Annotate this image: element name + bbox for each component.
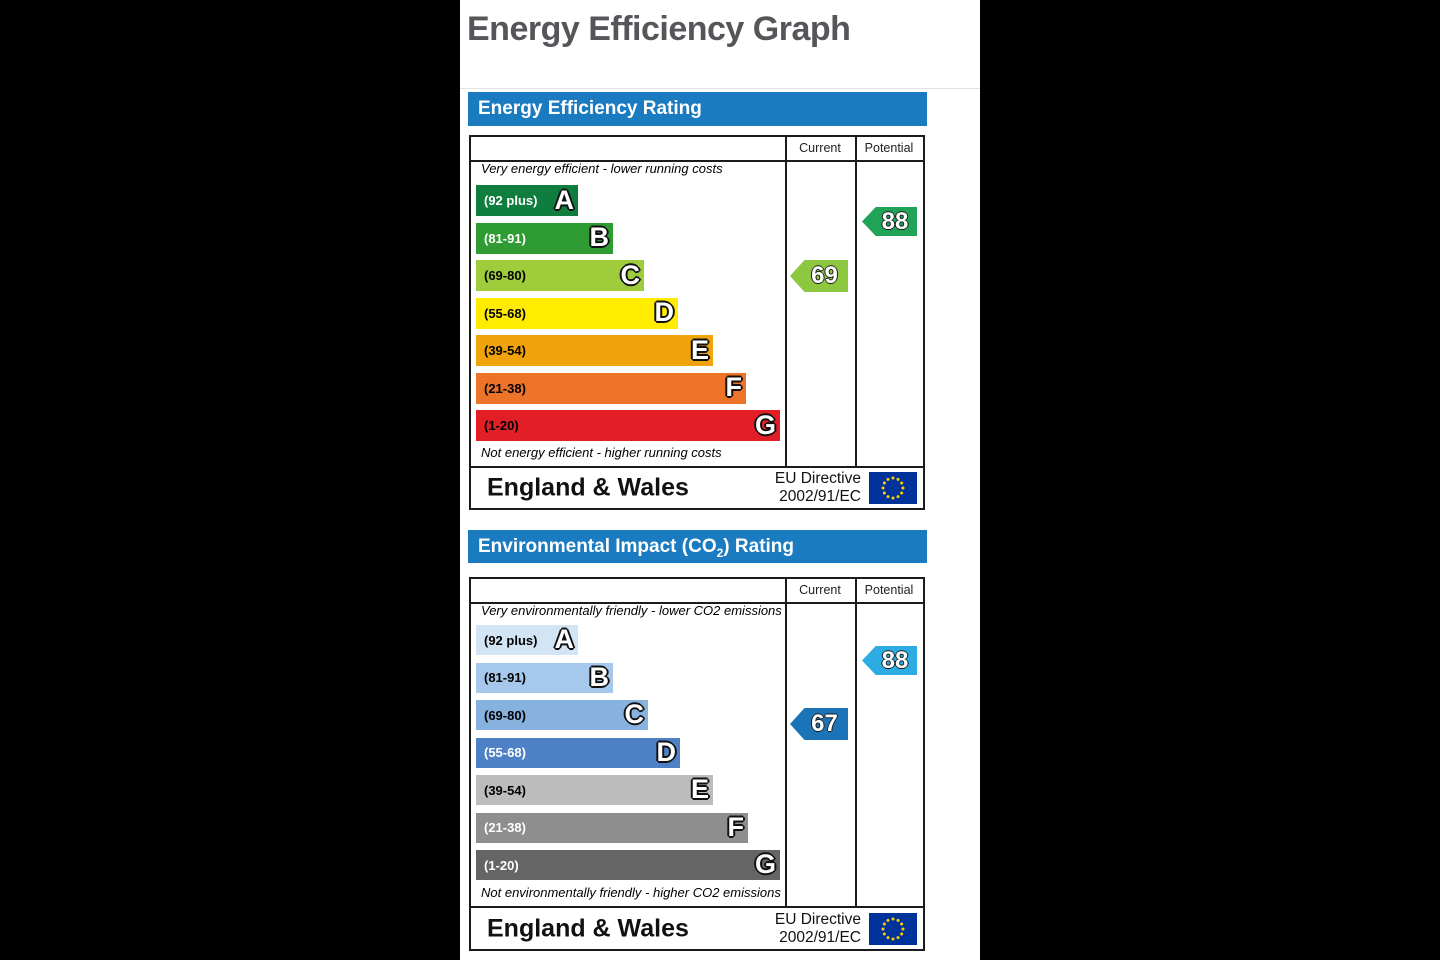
band-letter: E [690, 334, 709, 365]
eu-flag-icon [869, 912, 917, 945]
band-a: (92 plus) A [476, 625, 578, 655]
current-rating-arrow: 67 [790, 708, 848, 740]
region-label: England & Wales [487, 914, 689, 942]
band-c: (69-80) C [476, 260, 644, 291]
bottom-note: Not energy efficient - higher running co… [481, 445, 722, 460]
chart-header-text: Energy Efficiency Rating [478, 98, 702, 119]
eu-directive-line1: EU Directive [774, 910, 861, 928]
band-letter: B [589, 661, 610, 692]
band-d: (55-68) D [476, 736, 680, 768]
band-range-label: (39-54) [484, 343, 526, 358]
band-range-label: (55-68) [484, 745, 526, 760]
band-letter: G [754, 409, 776, 440]
band-letter: F [727, 811, 745, 842]
band-range-label: (81-91) [484, 230, 526, 246]
band-letter: A [554, 184, 575, 215]
bands-container: (92 plus) A (81-91) B (69-80) C (55-68) D (39-54… [471, 579, 923, 906]
table-header-row: Current Potential [471, 579, 923, 604]
band-range-label: (1-20) [484, 857, 519, 873]
eu-flag-icon [869, 472, 917, 504]
potential-rating-value: 88 [881, 207, 909, 235]
top-note: Very energy efficient - lower running co… [481, 161, 723, 176]
column-divider [855, 579, 857, 906]
column-divider [785, 579, 787, 906]
band-g: (1-20) G [476, 850, 780, 880]
current-column-header: Current [799, 141, 841, 155]
band-f: (21-38) F [476, 371, 746, 404]
content-panel: Energy Efficiency Graph Energy Efficienc… [460, 0, 980, 960]
band-a: (92 plus) A [476, 185, 578, 216]
band-range-label: (55-68) [484, 305, 526, 321]
bottom-note: Not environmentally friendly - higher CO… [481, 885, 781, 900]
current-rating-arrow: 69 [790, 260, 848, 292]
top-note: Very environmentally friendly - lower CO… [481, 603, 782, 618]
band-range-label: (21-38) [484, 380, 526, 396]
chart-header-co2: Environmental Impact (CO2) Rating [468, 530, 927, 563]
band-b: (81-91) B [476, 661, 613, 693]
band-letter: A [554, 623, 575, 654]
band-g: (1-20) G [476, 410, 780, 441]
band-e: (39-54) E [476, 775, 713, 805]
rating-table: Current Potential Very energy efficient … [469, 135, 925, 468]
band-c: (69-80) C [476, 700, 648, 730]
band-range-label: (69-80) [484, 707, 526, 723]
band-letter: C [624, 698, 645, 729]
eu-directive-label: EU Directive 2002/91/EC [775, 470, 861, 506]
bands-container: (92 plus) A (81-91) B (69-80) C (55-68) D (39-54… [471, 137, 923, 466]
region-label: England & Wales [487, 473, 689, 502]
current-column-header: Current [799, 583, 841, 597]
eu-directive-line2: 2002/91/EC [779, 928, 861, 946]
column-divider [785, 137, 787, 466]
band-letter: E [690, 773, 709, 804]
eu-directive-line1: EU Directive [774, 470, 861, 487]
band-letter: B [589, 221, 610, 252]
potential-rating-arrow: 88 [862, 207, 917, 236]
chart-header-suffix: ) Rating [723, 536, 795, 557]
current-rating-value: 67 [811, 710, 838, 737]
eu-directive-line2: 2002/91/EC [779, 488, 861, 505]
potential-rating-value: 88 [881, 646, 909, 674]
band-range-label: (39-54) [484, 782, 526, 798]
chart-header-energy: Energy Efficiency Rating [468, 92, 927, 126]
page-title: Energy Efficiency Graph [467, 10, 851, 48]
chart-header-sub: 2 [716, 545, 724, 560]
chart-header-text: Environmental Impact (CO [478, 536, 717, 557]
band-letter: F [725, 371, 743, 402]
band-range-label: (1-20) [484, 418, 519, 433]
band-letter: C [620, 259, 641, 290]
band-letter: G [754, 848, 776, 879]
band-range-label: (81-91) [484, 670, 526, 685]
band-range-label: (92 plus) [484, 193, 538, 208]
rating-table: Current Potential Very environmentally f… [469, 577, 925, 908]
eu-directive-label: EU Directive 2002/91/EC [775, 911, 861, 947]
band-letter: D [654, 296, 675, 327]
band-b: (81-91) B [476, 221, 613, 254]
band-e: (39-54) E [476, 335, 713, 366]
column-divider [855, 137, 857, 466]
band-f: (21-38) F [476, 811, 748, 843]
footer-bar: England & Wales EU Directive 2002/91/EC [469, 906, 925, 951]
current-rating-value: 69 [811, 262, 838, 289]
band-d: (55-68) D [476, 296, 678, 329]
potential-column-header: Potential [864, 141, 914, 155]
table-header-row: Current Potential [471, 137, 923, 162]
potential-rating-arrow: 88 [862, 646, 917, 675]
band-range-label: (69-80) [484, 268, 526, 283]
footer-bar: England & Wales EU Directive 2002/91/EC [469, 466, 925, 510]
band-range-label: (92 plus) [484, 632, 538, 648]
title-divider [460, 88, 980, 89]
band-range-label: (21-38) [484, 820, 526, 835]
potential-column-header: Potential [864, 583, 914, 597]
band-letter: D [656, 736, 677, 767]
